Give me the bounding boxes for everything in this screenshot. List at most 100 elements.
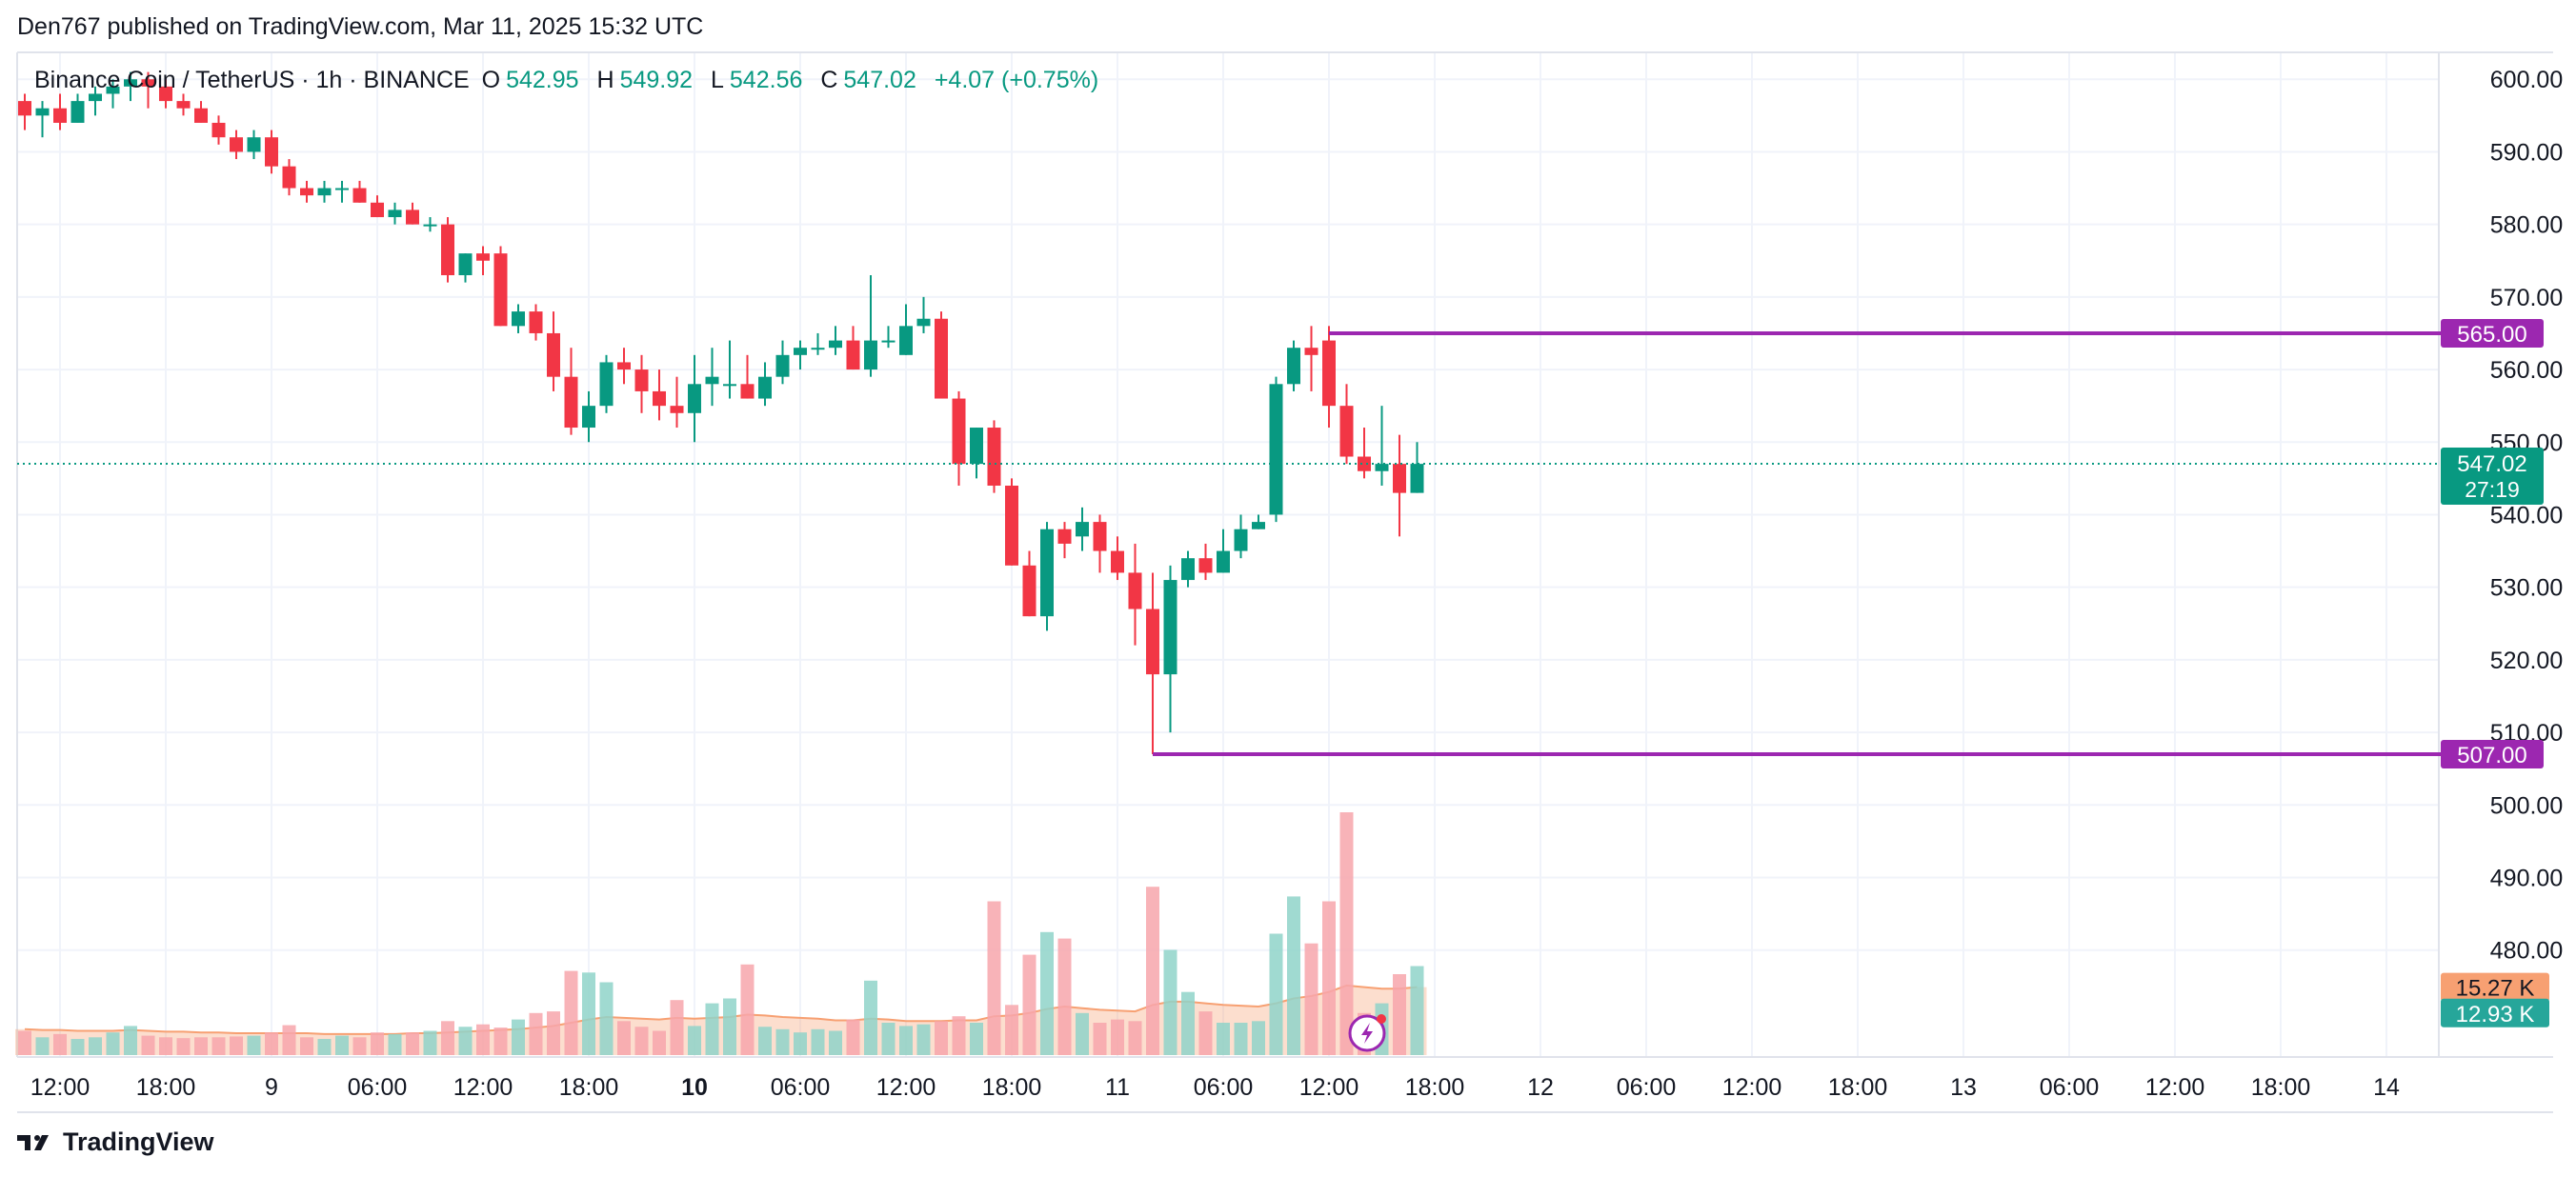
candle-body [512,311,525,327]
candle-body [176,101,191,109]
volume-bar [335,1035,349,1055]
volume-bar [35,1037,50,1055]
y-tick-label: 500.00 [2490,792,2563,819]
candle-body [634,369,649,391]
high-label: H [596,67,614,93]
candle-body [653,390,666,407]
volume-bar [758,1027,772,1055]
volume-bar [670,1000,684,1055]
candle-body [300,188,313,196]
volume-bar [846,1019,860,1055]
volume-bar [582,972,595,1055]
y-tick-label: 520.00 [2490,648,2563,674]
volume-bar [89,1037,102,1055]
x-tick-label: 11 [1105,1074,1130,1101]
volume-bar [476,1024,490,1055]
volume-ma-area [15,985,1427,1055]
symbol-title[interactable]: Binance Coin / TetherUS · 1h · BINANCE [34,67,470,93]
volume-bar [194,1037,208,1055]
candle-body [70,101,85,123]
volume-bar [864,980,877,1055]
tradingview-logo-icon [17,1134,49,1150]
volume-bar [1410,966,1424,1055]
volume-bar [564,970,578,1055]
x-tick-label: 12:00 [1722,1074,1782,1101]
volume-bar [106,1032,120,1055]
ohlc-low: L 542.56 [711,67,808,93]
volume-value-label: 15.27 K [2456,976,2535,1002]
high-value: 549.92 [619,67,694,93]
candle-body [670,406,684,413]
candle-body [970,428,983,465]
x-tick-label: 18:00 [136,1074,196,1101]
volume-bar [916,1024,931,1055]
volume-bar [458,1027,473,1055]
volume-bar [970,1023,983,1055]
volume-value-label: 12.93 K [2456,1002,2535,1027]
candle-body [1198,558,1213,573]
level-price-label: 507.00 [2457,743,2526,768]
candle-body [1181,558,1195,581]
volume-bar [899,1026,913,1055]
candle-body [476,253,490,261]
x-tick-label: 14 [2373,1074,2400,1101]
volume-bar [265,1032,278,1055]
candle-body [1234,529,1248,551]
candle-body [89,93,102,102]
candle-body [582,406,595,429]
candle-body [335,188,349,190]
volume-bar [388,1033,402,1055]
candle-body [547,332,560,377]
volume-bar [1393,974,1406,1055]
candle-body [811,348,825,350]
volume-bar [1181,991,1195,1055]
candle-body [1093,522,1107,551]
y-tick-label: 580.00 [2490,212,2563,239]
candle-body [1076,522,1089,537]
y-tick-label: 590.00 [2490,139,2563,166]
volume-bar [1093,1023,1107,1055]
y-tick-label: 530.00 [2490,575,2563,602]
volume-bar [230,1036,243,1055]
volume-bar [423,1030,437,1055]
candle-body [423,224,437,227]
candle-body [1040,529,1054,617]
x-tick-label: 18:00 [1828,1074,1888,1101]
volume-bar [53,1033,67,1055]
candle-body [124,79,137,87]
volume-bar [599,982,614,1055]
volume-bar [159,1037,172,1055]
x-tick-label: 18:00 [2251,1074,2311,1101]
candle-body [247,137,261,152]
volume-bar [371,1032,384,1055]
candle-body [282,166,296,189]
volume-bar [441,1021,454,1055]
volume-bar [634,1027,649,1055]
candle-body [493,253,508,327]
volume-bar [141,1035,155,1055]
candle-body [1269,384,1283,515]
volume-bar [1111,1019,1124,1055]
level-price-badge [2441,318,2544,348]
candle-body [18,101,31,116]
candle-body [1375,464,1389,471]
volume-bar [1128,1021,1142,1055]
volume-bar [829,1030,842,1055]
volume-bar [688,1026,701,1055]
volume-bar [352,1037,367,1055]
volume-bar [775,1028,790,1055]
volume-value-badge [2441,998,2549,1027]
volume-bar [1322,901,1336,1055]
tradingview-footer[interactable]: TradingView [17,1127,214,1157]
candle-body [230,137,243,152]
volume-bar [493,1027,508,1055]
volume-bar [211,1037,226,1055]
y-tick-label: 570.00 [2490,285,2563,311]
volume-bar [1163,949,1177,1055]
y-tick-label: 600.00 [2490,67,2563,93]
volume-bar [70,1039,85,1055]
open-label: O [481,67,501,93]
candle-body [1005,485,1018,566]
candle-body [211,122,226,138]
